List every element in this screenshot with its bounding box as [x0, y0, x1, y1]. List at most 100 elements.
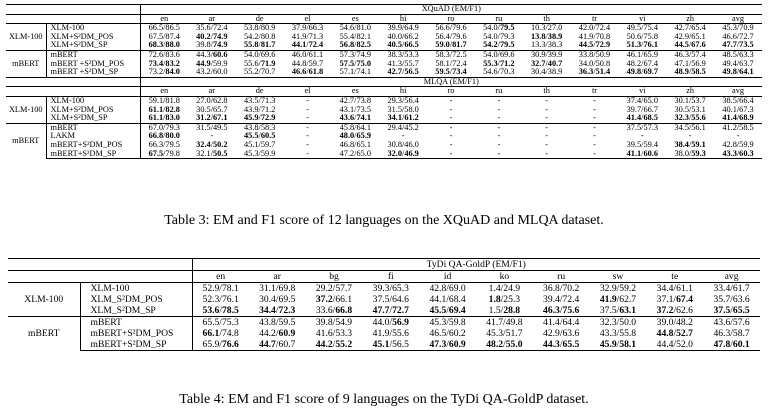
model-name: XLM+S²DM_POS — [45, 32, 141, 42]
score-cell: - — [593, 104, 596, 114]
score-cell: - — [736, 131, 740, 141]
table-row: mBERT mBERT 72.6/83.6 44.3/60.6 54.0/69.6 46.… — [6, 49, 762, 78]
score-cell: 55.6/71.9 — [244, 58, 276, 68]
model-name: XLM_S²DM_POS — [79, 294, 192, 305]
language-header: avg — [714, 13, 762, 24]
dataset-header: MLQA (EM/F1) — [139, 76, 762, 87]
score-cell: 39.4/72.4 — [543, 294, 580, 305]
score-cell: 51.3/76.1 — [626, 40, 658, 50]
score-cell: - — [545, 131, 549, 141]
score-cell: 43.3/60.3 — [714, 149, 762, 160]
score-cell: 10.3/27.0 — [522, 23, 571, 33]
table-row: XLM+S²DM_POS 67.5/87.4 40.2/74.9 54.2/80.8 4… — [6, 31, 762, 42]
score-cell: 45.1/56.5 — [362, 339, 420, 351]
score-cell: 49.8/69.7 — [626, 67, 658, 77]
score-cell: - — [427, 95, 475, 106]
table-row: XLM-100 XLM-100 59.1/81.8 27.0/62.8 43.5/71.… — [6, 95, 762, 124]
score-cell: - — [545, 139, 549, 149]
score-cell: 48.2/67.4 — [626, 58, 658, 68]
score-cell: 37.5/65.5 — [713, 305, 750, 316]
score-cell: 73.2/84.0 — [139, 67, 188, 78]
score-cell: 41.9/55.6 — [372, 328, 409, 339]
score-cell: 46.6/72.7 — [722, 31, 754, 41]
score-cell: 31.1/69.8 — [248, 282, 306, 294]
score-cell: 41.4/64.4 — [532, 316, 590, 328]
language-header: el — [283, 86, 332, 97]
score-cell: 65.5/75.3 — [191, 316, 249, 328]
table-row: mBERT +S²DM_SP 73.2/84.0 43.2/60.0 55.2/70.… — [6, 67, 762, 78]
table-row: mBERT+S²DM_POS 66.3/79.5 32.4/50.2 45.1/59.… — [6, 139, 762, 150]
group-label: mBERT — [8, 316, 80, 351]
score-cell: 46.1/65.9 — [618, 49, 667, 60]
score-cell: 68.3/88.0 — [139, 41, 188, 51]
table-row: XLM-100 XLM-100 66.5/86.5 35.6/72.4 53.8/80.… — [6, 23, 762, 51]
score-cell: 37.2/66.1 — [315, 294, 353, 305]
score-cell: 34.1/61.2 — [387, 113, 419, 123]
language-header: th — [522, 86, 571, 97]
language-header: vi — [618, 13, 667, 24]
score-cell: 32.3/55.6 — [674, 113, 706, 123]
score-cell: - — [497, 104, 501, 114]
score-cell: 37.9/66.3 — [283, 23, 332, 33]
score-cell: 44.2/55.2 — [305, 339, 363, 351]
score-cell: 42.9/65.1 — [674, 31, 706, 41]
score-cell: 29.2/57.7 — [305, 282, 363, 294]
score-cell: 44.3/65.5 — [532, 339, 590, 351]
score-cell: - — [427, 122, 475, 133]
score-cell: 47.7/72.7 — [372, 305, 409, 316]
model-name: XLM+S²DM_SP — [45, 113, 141, 124]
table-row: mBERT+S²DM_SP 67.5/79.8 32.1/50.5 45.3/59.9… — [6, 149, 762, 160]
tydi-header-row: TyDi QA-GoldP (EM/F1) — [8, 258, 760, 271]
model-name: XLM-100 — [79, 282, 192, 294]
score-cell: 31.2/67.1 — [196, 113, 228, 123]
model-name: mBERT+S²DM_SP — [79, 339, 192, 351]
score-cell: 54.6/70.3 — [483, 67, 515, 77]
score-cell: 34.5/56.1 — [666, 122, 715, 133]
score-cell: - — [497, 139, 501, 149]
score-cell: 58.3/72.5 — [427, 49, 475, 60]
score-cell: 32.7/40.7 — [530, 58, 563, 68]
score-cell: 41.9/62.7 — [599, 294, 637, 305]
score-cell: 47.7/73.5 — [722, 40, 754, 50]
score-cell: 43.6/74.1 — [339, 113, 372, 123]
score-cell: 1.5/28.8 — [488, 305, 521, 316]
language-header: ar — [187, 86, 236, 97]
score-cell: 55.8/81.7 — [243, 40, 276, 50]
empty-cell — [80, 258, 192, 271]
dataset-header: XQuAD (EM/F1) — [139, 4, 762, 15]
score-cell: 58.1/72.4 — [435, 58, 467, 68]
table-4-caption: Table 4: EM and F1 score of 9 languages … — [179, 392, 589, 407]
score-cell: 43.3/55.8 — [599, 328, 637, 339]
mlqa-header-row: MLQA (EM/F1) — [6, 76, 762, 87]
score-cell: - — [545, 104, 549, 114]
score-cell: 54.0/69.6 — [474, 49, 523, 60]
score-cell: 47.2/65.0 — [331, 149, 380, 160]
score-cell: 43.8/58.3 — [235, 122, 284, 133]
score-cell: 31.5/49.5 — [187, 122, 236, 133]
score-cell: 13.8/38.9 — [530, 31, 563, 41]
score-cell: 39.8/54.9 — [305, 316, 363, 328]
score-cell: 45.1/59.7 — [244, 139, 276, 149]
language-header: vi — [618, 86, 667, 97]
model-name: XLM+S²DM_SP — [45, 41, 141, 51]
empty-cell — [8, 258, 80, 271]
score-cell: 56.6/79.6 — [427, 23, 475, 33]
score-cell: 35.7/63.6 — [713, 294, 750, 305]
score-cell: 40.1/67.3 — [722, 104, 754, 114]
score-cell: - — [497, 113, 501, 123]
score-cell: 1.8/25.3 — [488, 294, 521, 305]
score-cell: 39.8/74.9 — [196, 40, 228, 50]
score-cell: - — [210, 131, 214, 141]
score-cell: 44.9/59.9 — [196, 58, 228, 68]
score-cell: 56.4/79.6 — [435, 31, 467, 41]
language-header-row: en ar de el es hi ro ru th tr vi zh avg — [6, 13, 762, 24]
model-name: LAKM — [45, 132, 141, 141]
score-cell: 44.5/67.6 — [674, 40, 706, 50]
score-cell: - — [545, 113, 549, 123]
dataset-header: TyDi QA-GoldP (EM/F1) — [191, 258, 760, 271]
empty-cell — [6, 76, 47, 87]
table-4: TyDi QA-GoldP (EM/F1) en ar bg fi id ko ru sw te a… — [8, 258, 760, 351]
score-cell: 54.0/79.3 — [483, 31, 515, 41]
score-cell: 55.3/71.2 — [483, 58, 515, 68]
score-cell: 42.8/59.9 — [722, 139, 754, 149]
